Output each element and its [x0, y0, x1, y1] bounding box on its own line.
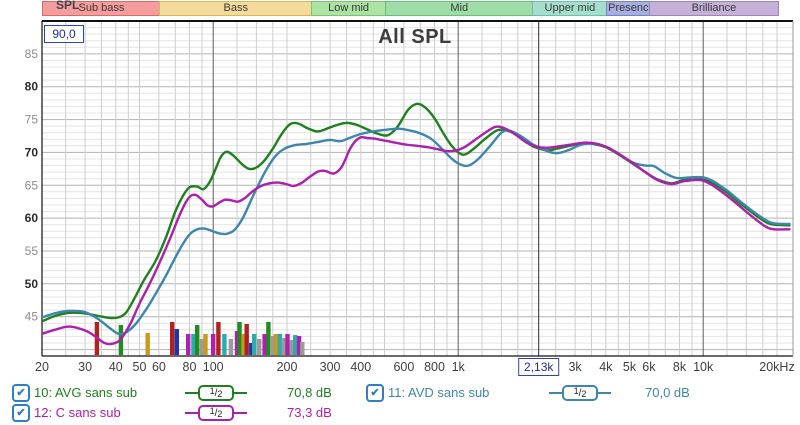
badge-line-right: [234, 392, 247, 394]
svg-text:200: 200: [277, 360, 298, 374]
svg-text:50: 50: [133, 360, 147, 374]
legend-label-avg[interactable]: 10: AVG sans sub: [34, 385, 138, 400]
svg-text:4k: 4k: [599, 360, 613, 374]
fraction-slash: /: [214, 408, 218, 419]
checkbox-avd[interactable]: ✔: [366, 384, 384, 402]
fraction-denominator: 2: [217, 409, 223, 419]
axis-max-level-box[interactable]: 90,0: [44, 25, 84, 43]
smoothing-fraction: 1/2: [198, 385, 234, 401]
legend-item-c: ✔ 12: C sans sub 1/2 73,3 dB: [12, 404, 372, 422]
svg-text:10k: 10k: [693, 360, 714, 374]
fraction-slash: /: [214, 388, 218, 399]
svg-text:3k: 3k: [568, 360, 582, 374]
svg-text:45: 45: [25, 310, 39, 324]
frequency-band-header: Sub bass Bass Low mid Mid Upper mid Pres…: [0, 1, 800, 16]
checkbox-c[interactable]: ✔: [12, 404, 30, 422]
legend-value-c: 73,3 dB: [287, 405, 332, 420]
chart-title: All SPL: [378, 26, 452, 48]
fraction-numerator: 1: [209, 406, 215, 416]
badge-line-left: [185, 412, 198, 414]
band-low-mid: Low mid: [310, 1, 387, 16]
horizontal-gridlines: [42, 27, 793, 351]
fraction-numerator: 1: [573, 386, 579, 396]
cursor-frequency-readout: 2,13k: [518, 358, 560, 376]
distortion-marker-bars: [94, 322, 305, 355]
measurement-curves: [42, 102, 791, 346]
badge-line-right: [234, 412, 247, 414]
svg-text:75: 75: [25, 113, 39, 127]
svg-text:60: 60: [152, 360, 166, 374]
smoothing-badge-c[interactable]: 1/2: [185, 405, 247, 421]
svg-text:800: 800: [424, 360, 445, 374]
fraction-slash: /: [578, 388, 582, 399]
svg-text:40: 40: [109, 360, 123, 374]
curve-c: [42, 125, 791, 346]
svg-text:50: 50: [25, 277, 39, 291]
legend: ✔ 10: AVG sans sub 1/2 70,8 dB ✔ 11: AVD…: [0, 380, 800, 425]
svg-text:100: 100: [203, 360, 224, 374]
svg-text:600: 600: [393, 360, 414, 374]
band-mid: Mid: [384, 1, 534, 16]
smoothing-badge-avd[interactable]: 1/2: [549, 385, 611, 401]
checkbox-avg[interactable]: ✔: [12, 384, 30, 402]
svg-text:70: 70: [25, 145, 39, 159]
svg-text:80: 80: [25, 80, 39, 94]
svg-text:30: 30: [78, 360, 92, 374]
smoothing-fraction: 1/2: [562, 385, 598, 401]
fraction-denominator: 2: [581, 389, 587, 399]
svg-text:300: 300: [320, 360, 341, 374]
curve-avd: [42, 127, 791, 336]
smoothing-badge-avg[interactable]: 1/2: [185, 385, 247, 401]
legend-item-avg: ✔ 10: AVG sans sub 1/2 70,8 dB: [12, 384, 372, 402]
legend-value-avg: 70,8 dB: [287, 385, 332, 400]
svg-text:20: 20: [35, 360, 49, 374]
band-bass: Bass: [158, 1, 313, 16]
band-brilliance: Brilliance: [648, 1, 779, 16]
svg-text:65: 65: [25, 178, 39, 192]
svg-text:85: 85: [25, 47, 39, 61]
svg-text:60: 60: [25, 211, 39, 225]
smoothing-fraction: 1/2: [198, 405, 234, 421]
badge-line-left: [549, 392, 562, 394]
curve-avg: [42, 102, 791, 323]
legend-item-avd: ✔ 11: AVD sans sub 1/2 70,0 dB: [366, 384, 726, 402]
svg-text:400: 400: [350, 360, 371, 374]
legend-label-c[interactable]: 12: C sans sub: [34, 405, 121, 420]
badge-line-right: [598, 392, 611, 394]
svg-text:5k: 5k: [623, 360, 637, 374]
svg-text:80: 80: [183, 360, 197, 374]
svg-text:2,13k: 2,13k: [524, 360, 554, 374]
badge-line-left: [185, 392, 198, 394]
svg-text:20kHz: 20kHz: [759, 360, 794, 374]
legend-label-avd[interactable]: 11: AVD sans sub: [388, 385, 490, 400]
band-sub-bass: Sub bass: [42, 1, 161, 16]
svg-text:55: 55: [25, 244, 39, 258]
svg-text:8k: 8k: [673, 360, 687, 374]
y-axis-labels: 45 50 55 60 65 70 75 80 85: [25, 47, 39, 324]
fraction-denominator: 2: [217, 389, 223, 399]
fraction-numerator: 1: [209, 386, 215, 396]
svg-text:1k: 1k: [452, 360, 466, 374]
plot-frame: [41, 20, 794, 357]
y-axis-unit-label: SPL: [56, 0, 80, 12]
band-upper-mid: Upper mid: [532, 1, 608, 16]
band-presence: Presenc: [605, 1, 651, 16]
spl-chart-plot[interactable]: 45 50 55 60 65 70 75 80 85 20 30 40 50 60 80 100 200 300 4…: [0, 0, 800, 380]
svg-text:6k: 6k: [642, 360, 656, 374]
legend-value-avd: 70,0 dB: [645, 385, 690, 400]
vertical-gridlines: [65, 21, 778, 356]
x-axis-labels: 20 30 40 50 60 80 100 200 300 400 600 800 1k 3k 4k 5k 6k…: [35, 360, 795, 374]
